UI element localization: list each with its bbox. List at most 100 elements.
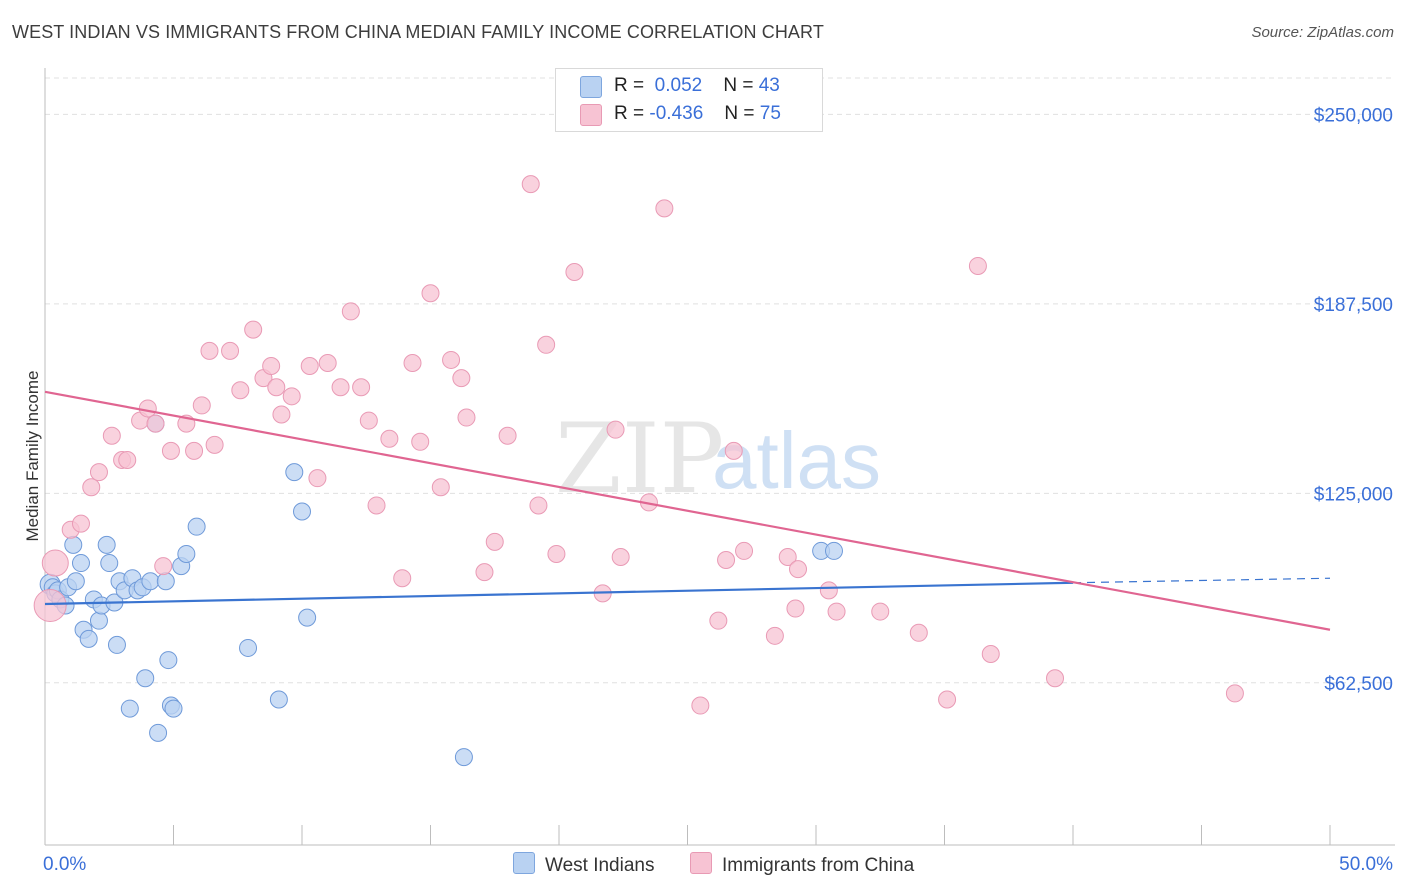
point-china [89,463,108,482]
bottom-legend-label-2: Immigrants from China [722,855,915,876]
tick-labels: $62,500 $125,000 $187,500 $250,000 0.0% 50.0% [43,105,1393,875]
source-label: Source: ZipAtlas.com [1251,24,1394,41]
point-china [244,320,263,339]
point-china [267,378,286,397]
point-china [938,690,957,709]
point-west-indians [454,748,473,767]
point-west-indians [149,723,168,742]
data-points [33,175,1244,767]
point-west-indians [159,651,178,670]
point-china [341,302,360,321]
point-china [457,408,476,427]
point-china [547,544,566,563]
point-china [205,435,224,454]
point-china [200,341,219,360]
point-china [475,563,494,582]
point-west-indians [64,535,83,554]
point-china [154,557,173,576]
point-west-indians [293,502,311,521]
point-china [1225,684,1244,703]
point-china [33,589,67,623]
y-tick-label: $187,500 [1314,295,1393,316]
trend-lines [44,390,1331,631]
point-china [411,432,430,451]
point-china [118,450,137,469]
legend-swatch-blue [580,76,602,98]
point-china [871,602,890,621]
point-west-indians [239,638,258,657]
point-china [981,645,1000,664]
point-china [655,199,674,218]
point-china [789,560,808,579]
point-west-indians [177,544,196,563]
chart-title: WEST INDIAN VS IMMIGRANTS FROM CHINA MED… [12,22,824,42]
point-china [717,551,736,570]
trend-line-china [44,390,1331,631]
watermark-zip: ZIP [555,403,724,515]
point-china [786,599,805,618]
point-china [968,256,987,275]
point-china [724,441,743,460]
point-china [282,387,301,406]
point-west-indians [100,554,119,573]
y-tick-label: $125,000 [1314,484,1393,505]
point-west-indians [141,572,160,591]
trend-line-west-indians [44,581,1074,606]
point-china [367,496,386,515]
point-china [380,429,399,448]
y-axis-label: Median Family Income [23,370,43,542]
bottom-legend-swatch-blue [513,852,535,874]
legend-n-value-2: 75 [759,103,781,124]
point-west-indians [107,635,126,654]
point-china [421,284,440,303]
bottom-legend-swatch-pink [690,852,712,874]
point-china [709,611,728,630]
x-tick-label: 50.0% [1339,854,1393,875]
point-china [308,469,327,488]
point-china [452,369,471,388]
point-china [565,263,584,282]
point-west-indians [285,463,304,482]
legend-swatch-pink [580,104,602,126]
point-china [161,441,180,460]
point-china [735,541,754,560]
point-west-indians [97,535,116,554]
point-china [359,411,378,430]
point-china [262,357,281,376]
axes [44,68,1395,846]
point-china [827,602,846,621]
point-china [498,426,517,445]
point-west-indians [824,541,843,560]
bottom-legend-china: Immigrants from China [690,852,914,877]
point-china [138,399,157,418]
point-china [537,335,556,354]
point-china [231,381,250,400]
legend-r-value-1: 0.052 [654,75,703,96]
point-china [442,350,461,369]
y-tick-label: $250,000 [1314,105,1393,126]
point-china [403,353,422,372]
point-west-indians [71,554,90,573]
point-west-indians [89,611,108,630]
legend-n-label: N = [723,75,754,96]
point-china [300,357,319,376]
watermark-atlas: atlas [712,416,881,505]
point-china [521,175,540,194]
point-china [272,405,291,424]
point-west-indians [136,669,155,688]
point-china [1046,669,1065,688]
point-china [146,414,165,433]
point-west-indians [66,572,85,591]
point-china [611,547,630,566]
point-china [71,514,90,533]
point-china [765,626,784,645]
point-china [185,441,204,460]
bottom-legend-west-indians: West Indians [513,852,654,877]
legend-r-label: R = [614,75,645,96]
watermark: ZIP atlas [555,403,881,515]
point-china [485,532,504,551]
point-west-indians [187,517,206,536]
point-china [529,496,548,515]
point-west-indians [298,608,317,627]
